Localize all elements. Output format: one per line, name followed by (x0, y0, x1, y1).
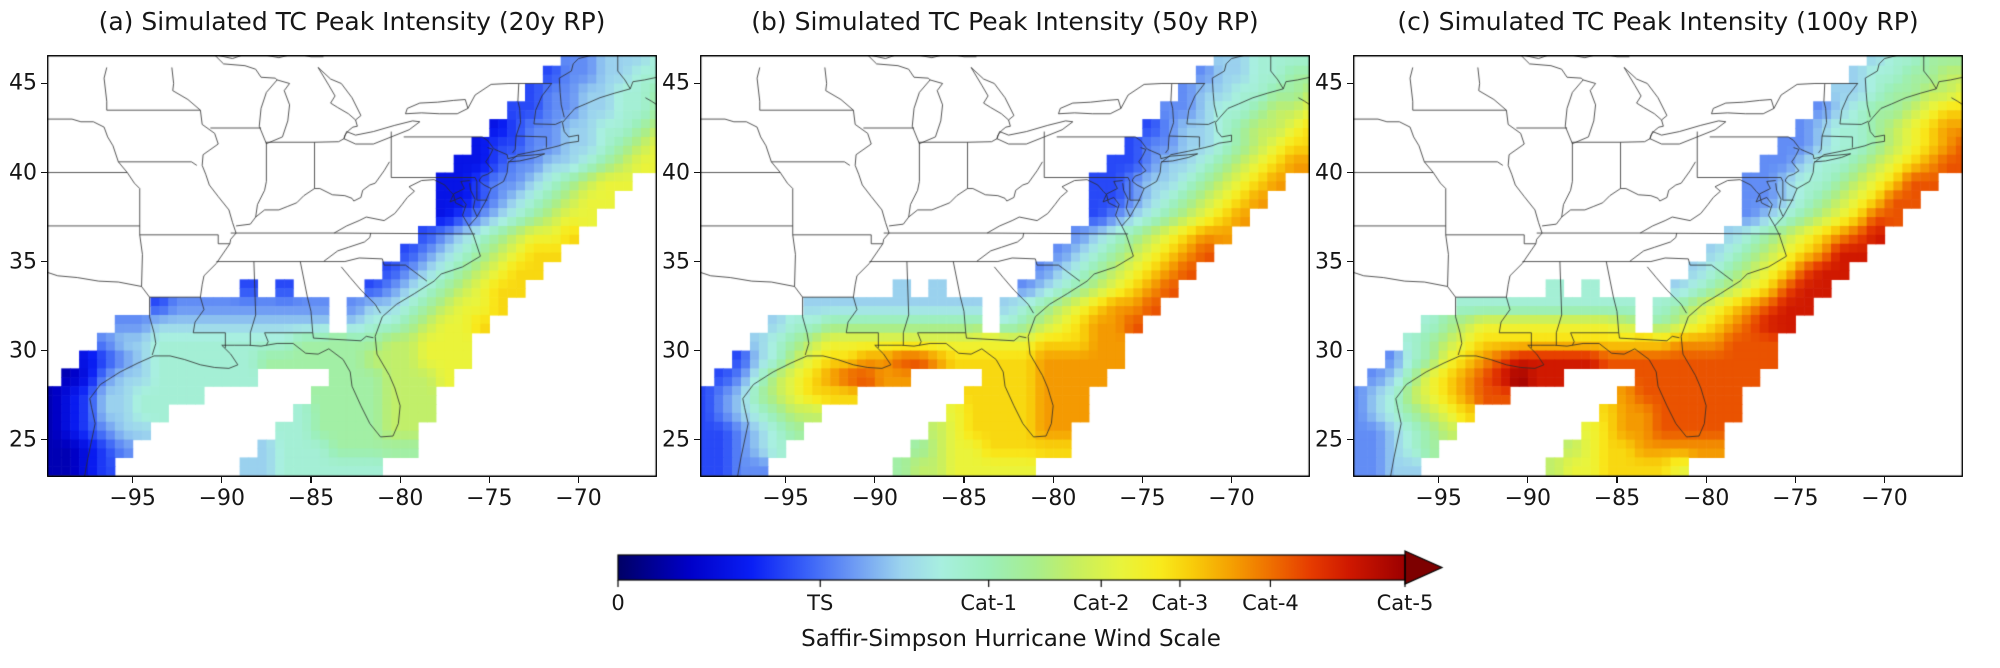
y-tick-label: 25 (1315, 427, 1343, 453)
map-panel-a (47, 55, 657, 477)
colorbar-tick-label: Cat-2 (1072, 591, 1130, 615)
x-tick-label: −70 (1208, 486, 1255, 511)
y-tick (1347, 439, 1353, 441)
y-tick-label: 30 (1315, 338, 1343, 364)
y-tick-label: 40 (1315, 160, 1343, 186)
y-tick (694, 171, 700, 174)
x-tick-label: −75 (1772, 486, 1819, 511)
x-tick (399, 477, 401, 483)
x-tick (221, 477, 223, 483)
y-tick (41, 439, 47, 441)
x-tick (1141, 477, 1143, 483)
x-tick (1883, 477, 1886, 483)
y-tick-label: 35 (9, 249, 37, 275)
colorbar-tick-label: Cat-5 (1376, 591, 1434, 615)
x-tick (1230, 477, 1233, 483)
map-panel-b (700, 55, 1310, 477)
y-tick-label: 45 (9, 70, 37, 96)
y-tick-label: 35 (662, 249, 690, 275)
y-tick-label: 25 (9, 427, 37, 453)
x-tick-label: −80 (1029, 486, 1077, 511)
y-tick (41, 349, 47, 352)
y-tick (694, 439, 700, 441)
x-tick-label: −90 (198, 486, 245, 511)
x-tick-label: −85 (1593, 486, 1641, 511)
map-panel-c (1353, 55, 1963, 477)
y-tick (1347, 349, 1353, 352)
y-tick (1347, 82, 1353, 85)
x-tick (310, 477, 312, 483)
x-tick-label: −90 (1504, 486, 1551, 511)
y-tick (1347, 171, 1353, 174)
y-tick (694, 349, 700, 352)
x-tick (874, 477, 876, 483)
x-tick-label: −95 (1415, 486, 1462, 511)
y-tick-label: 40 (662, 160, 690, 186)
y-tick (41, 260, 47, 263)
colorbar-tick-label: Cat-4 (1242, 591, 1299, 615)
y-tick (694, 260, 700, 263)
x-tick (1438, 477, 1440, 483)
x-tick (1052, 477, 1054, 483)
x-tick-label: −75 (1119, 486, 1166, 511)
x-tick (1616, 477, 1618, 483)
x-tick-label: −80 (376, 486, 424, 511)
x-tick (577, 477, 580, 483)
y-tick (41, 82, 47, 85)
colorbar-title: Saffir-Simpson Hurricane Wind Scale (801, 626, 1221, 652)
panel-b-title: (b) Simulated TC Peak Intensity (50y RP) (751, 7, 1259, 36)
x-tick-label: −70 (555, 486, 602, 511)
y-tick (1347, 260, 1353, 263)
x-tick-label: −80 (1682, 486, 1730, 511)
x-tick-label: −95 (109, 486, 156, 511)
y-tick-label: 30 (662, 338, 690, 364)
x-tick-label: −85 (287, 486, 335, 511)
x-tick (1794, 477, 1796, 483)
y-tick-label: 45 (1315, 70, 1343, 96)
x-tick (488, 477, 490, 483)
x-tick-label: −95 (762, 486, 809, 511)
x-tick (785, 477, 787, 483)
y-tick (694, 82, 700, 85)
y-tick-label: 40 (9, 160, 37, 186)
colorbar-tick-label: Cat-1 (960, 591, 1018, 615)
colorbar-tick-label: TS (807, 591, 834, 615)
panel-c-title: (c) Simulated TC Peak Intensity (100y RP… (1397, 7, 1919, 36)
y-tick-label: 35 (1315, 249, 1343, 275)
x-tick-label: −85 (940, 486, 988, 511)
panel-a-title: (a) Simulated TC Peak Intensity (20y RP) (98, 7, 606, 36)
x-tick (963, 477, 965, 483)
y-tick-label: 45 (662, 70, 690, 96)
x-tick (1705, 477, 1707, 483)
x-tick (132, 477, 134, 483)
x-tick-label: −70 (1861, 486, 1908, 511)
colorbar (0, 540, 2000, 668)
x-tick-label: −90 (851, 486, 898, 511)
colorbar-tick-label: 0 (611, 591, 625, 615)
colorbar-tick-label: Cat-3 (1151, 591, 1209, 615)
x-tick (1527, 477, 1529, 483)
y-tick (41, 171, 47, 174)
x-tick-label: −75 (466, 486, 513, 511)
y-tick-label: 30 (9, 338, 37, 364)
y-tick-label: 25 (662, 427, 690, 453)
